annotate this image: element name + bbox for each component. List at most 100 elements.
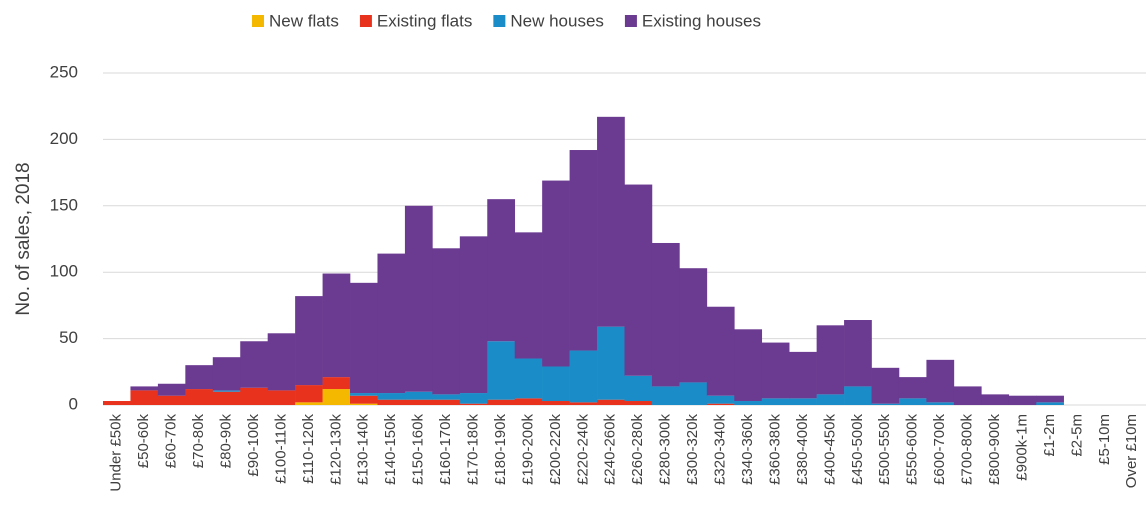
bar-segment bbox=[432, 248, 461, 395]
bar-segment bbox=[1036, 395, 1064, 403]
bar-segment bbox=[871, 367, 900, 404]
legend-label: New houses bbox=[510, 11, 604, 30]
bar-segment bbox=[514, 358, 543, 399]
x-tick-label: £5-10m bbox=[1096, 414, 1113, 465]
x-tick-label: Under £50k bbox=[108, 414, 125, 492]
x-tick-label: £340-360k bbox=[739, 414, 756, 485]
bar-segment bbox=[651, 386, 680, 405]
bar-segment bbox=[212, 391, 241, 405]
bar-segment bbox=[157, 383, 186, 396]
bar-segment bbox=[569, 150, 598, 351]
x-tick-label: £70-80k bbox=[190, 414, 207, 469]
bar-segment bbox=[377, 253, 406, 394]
bar-segment bbox=[542, 180, 570, 367]
x-tick-label: £700-800k bbox=[959, 414, 976, 485]
bar-segment bbox=[569, 402, 598, 405]
bar-segment bbox=[459, 403, 488, 405]
x-tick-label: £320-340k bbox=[712, 414, 729, 485]
bar-segment bbox=[706, 306, 735, 396]
legend-swatch bbox=[624, 15, 637, 27]
bar-segment bbox=[898, 377, 927, 399]
bar-segment bbox=[514, 398, 543, 405]
x-tick-label: £500-550k bbox=[876, 414, 893, 485]
bar-segment bbox=[734, 401, 763, 405]
bar-segment bbox=[651, 242, 680, 387]
x-tick-label: £450-500k bbox=[849, 414, 866, 485]
bar-segment bbox=[157, 395, 186, 405]
x-tick-label: £600-700k bbox=[931, 414, 948, 485]
bar-segment bbox=[761, 398, 790, 405]
legend-label: Existing flats bbox=[377, 11, 472, 30]
bar-segment bbox=[404, 391, 433, 400]
bar-segment bbox=[295, 402, 323, 405]
bar-segment bbox=[295, 385, 323, 403]
y-tick-label: 50 bbox=[59, 328, 78, 347]
bar-segment bbox=[212, 357, 241, 391]
bar-segment bbox=[926, 359, 955, 403]
x-tick-label: £150-160k bbox=[410, 414, 427, 485]
bar-segment bbox=[432, 399, 461, 405]
bar-segment bbox=[844, 386, 872, 405]
bar-segment bbox=[679, 268, 708, 383]
bar-segment bbox=[267, 333, 296, 391]
legend-swatch bbox=[493, 15, 506, 27]
x-tick-label: £380-400k bbox=[794, 414, 811, 485]
bar-segment bbox=[514, 232, 543, 359]
x-tick-label: £800-900k bbox=[986, 414, 1003, 485]
bar-segment bbox=[130, 386, 159, 391]
x-tick-label: £90-100k bbox=[245, 414, 262, 477]
x-tick-label: £170-180k bbox=[465, 414, 482, 485]
bar-segment bbox=[816, 325, 845, 395]
bar-segment bbox=[103, 401, 131, 405]
bar-segment bbox=[322, 389, 351, 405]
x-tick-label: £50-60k bbox=[135, 414, 152, 469]
x-tick-label: £60-70k bbox=[163, 414, 180, 469]
y-tick-label: 150 bbox=[50, 195, 78, 214]
x-tick-label: £200-220k bbox=[547, 414, 564, 485]
bar-segment bbox=[377, 393, 406, 400]
bar-segment bbox=[734, 329, 763, 402]
bar-segment bbox=[706, 403, 735, 405]
x-tick-label: £160-170k bbox=[437, 414, 454, 485]
x-tick-label: £130-140k bbox=[355, 414, 372, 485]
bar-segment bbox=[322, 377, 351, 390]
bar-segment bbox=[240, 341, 268, 388]
bar-segment bbox=[789, 351, 817, 399]
bar-segment bbox=[1008, 395, 1037, 405]
x-tick-label: £300-320k bbox=[684, 414, 701, 485]
legend-swatch bbox=[359, 15, 372, 27]
x-tick-label: £100-110k bbox=[272, 414, 289, 484]
x-tick-label: £180-190k bbox=[492, 414, 509, 485]
bar-segment bbox=[459, 393, 488, 404]
bar-segment bbox=[267, 390, 296, 405]
legend-swatch bbox=[252, 15, 264, 27]
bar-segment bbox=[459, 236, 488, 394]
bar-segment bbox=[926, 402, 955, 405]
x-tick-label: Over £10m bbox=[1123, 414, 1140, 488]
x-tick-label: £900k-1m bbox=[1013, 414, 1030, 481]
bar-segment bbox=[542, 401, 570, 405]
x-tick-label: £190-200k bbox=[519, 414, 536, 485]
bar-segment bbox=[816, 394, 845, 405]
bar-segment bbox=[1036, 402, 1064, 405]
y-tick-label: 100 bbox=[50, 262, 78, 281]
bar-segment bbox=[350, 282, 378, 394]
x-tick-label: £280-300k bbox=[657, 414, 674, 485]
bar-segment bbox=[377, 399, 406, 405]
x-tick-label: £1-2m bbox=[1041, 414, 1058, 457]
bar-segment bbox=[350, 395, 378, 404]
bar-segment bbox=[432, 394, 461, 400]
y-tick-label: 0 bbox=[69, 394, 78, 413]
bar-segment bbox=[240, 387, 268, 405]
x-tick-label: £140-150k bbox=[382, 414, 399, 485]
bar-segment bbox=[130, 390, 159, 405]
y-axis-label: No. of sales, 2018 bbox=[13, 162, 34, 315]
x-tick-label: £260-280k bbox=[629, 414, 646, 485]
bar-segment bbox=[542, 366, 570, 402]
bar-segment bbox=[844, 320, 872, 387]
bar-segment bbox=[981, 394, 1010, 405]
legend-label: New flats bbox=[269, 11, 339, 30]
bar-segment bbox=[185, 365, 214, 390]
bar-segment bbox=[706, 395, 735, 404]
